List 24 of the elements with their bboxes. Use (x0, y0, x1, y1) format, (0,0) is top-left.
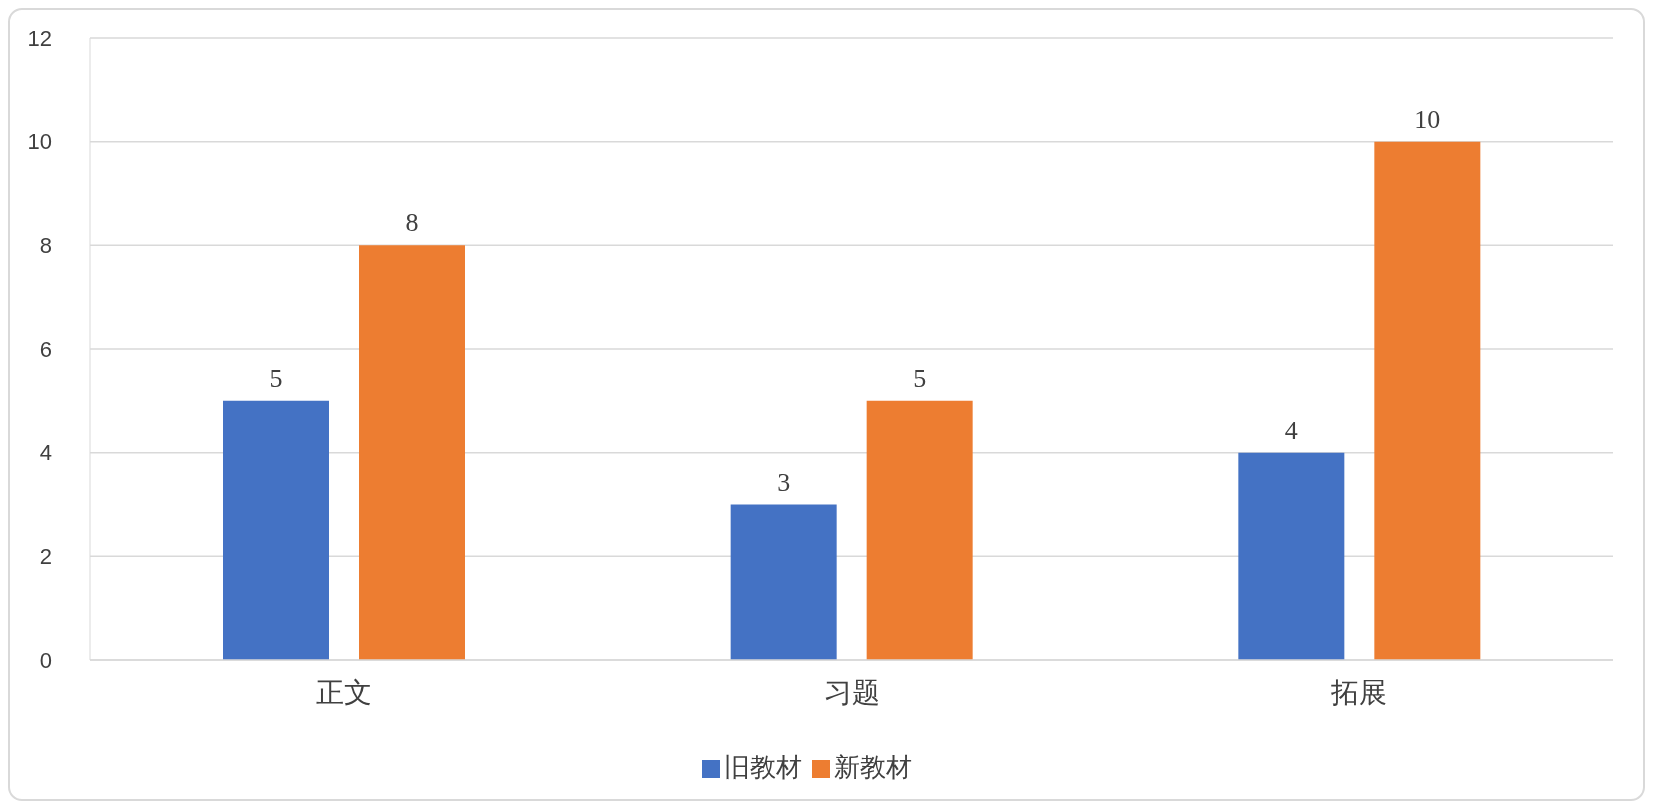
x-tick-label: 习题 (823, 676, 880, 708)
data-label: 5 (913, 363, 927, 393)
data-label: 5 (269, 363, 283, 393)
bar (1374, 141, 1481, 660)
data-label: 8 (405, 208, 419, 238)
bar (866, 400, 973, 660)
data-label: 3 (777, 467, 791, 497)
legend-label: 旧教材 (723, 752, 802, 782)
y-tick-label: 2 (39, 544, 52, 570)
legend-label: 新教材 (833, 752, 912, 782)
x-tick-label: 拓展 (1330, 676, 1388, 708)
bar (1238, 452, 1345, 660)
y-tick-label: 10 (27, 129, 52, 155)
y-tick-label: 8 (39, 233, 52, 259)
x-tick-label: 正文 (315, 676, 372, 708)
bar (730, 504, 837, 660)
y-tick-label: 12 (27, 25, 52, 51)
data-label: 4 (1284, 415, 1298, 445)
y-tick-label: 4 (39, 440, 52, 466)
bar (223, 400, 329, 660)
y-tick-label: 6 (39, 336, 52, 362)
bar (359, 245, 465, 660)
data-label: 10 (1414, 104, 1441, 134)
y-tick-label: 0 (39, 647, 52, 673)
